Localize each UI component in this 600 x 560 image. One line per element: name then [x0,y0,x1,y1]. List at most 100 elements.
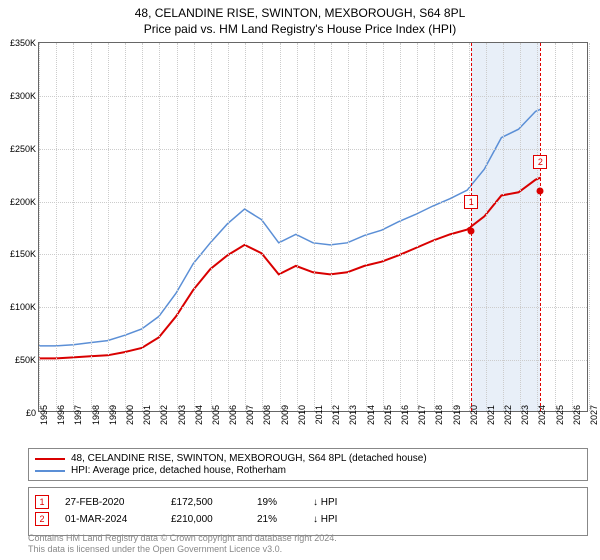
legend: 48, CELANDINE RISE, SWINTON, MEXBOROUGH,… [28,448,588,481]
x-tick-label: 1998 [91,405,101,425]
x-tick-label: 2012 [331,405,341,425]
grid-v [331,43,332,411]
x-tick-label: 2017 [417,405,427,425]
x-tick-label: 2007 [245,405,255,425]
grid-h [39,149,587,150]
points-date: 01-MAR-2024 [65,514,155,525]
grid-h [39,254,587,255]
x-tick-label: 2008 [262,405,272,425]
marker-box: 1 [464,195,478,209]
y-tick-label: £350K [10,38,39,48]
x-tick-label: 2011 [314,405,324,424]
y-tick-label: £200K [10,197,39,207]
x-tick-label: 2000 [125,405,135,425]
titles: 48, CELANDINE RISE, SWINTON, MEXBOROUGH,… [0,0,600,36]
x-tick-label: 2023 [520,405,530,425]
x-tick-label: 2025 [555,405,565,425]
footer-line1: Contains HM Land Registry data © Crown c… [28,533,337,545]
grid-v [73,43,74,411]
x-tick-label: 2014 [366,405,376,425]
marker-box: 2 [533,155,547,169]
grid-v [108,43,109,411]
grid-h [39,360,587,361]
grid-v [572,43,573,411]
grid-v [400,43,401,411]
points-direction: ↓ HPI [313,514,337,525]
points-pct: 21% [257,514,297,525]
points-price: £210,000 [171,514,241,525]
marker-dot [537,188,544,195]
grid-v [520,43,521,411]
x-tick-label: 1999 [108,405,118,425]
points-row: 2 01-MAR-2024 £210,000 21% ↓ HPI [35,512,581,526]
grid-v [555,43,556,411]
x-tick-label: 2026 [572,405,582,425]
marker-dot [468,227,475,234]
legend-row: HPI: Average price, detached house, Roth… [35,465,581,476]
x-tick-label: 2024 [537,405,547,425]
series-hpi [39,109,541,346]
grid-h [39,96,587,97]
x-tick-label: 2006 [228,405,238,425]
x-tick-label: 2027 [589,405,599,425]
footer-line2: This data is licensed under the Open Gov… [28,544,337,556]
grid-v [348,43,349,411]
legend-label: HPI: Average price, detached house, Roth… [71,465,286,476]
grid-h [39,202,587,203]
grid-v [383,43,384,411]
points-direction: ↓ HPI [313,497,337,508]
legend-and-table: 48, CELANDINE RISE, SWINTON, MEXBOROUGH,… [28,448,588,536]
grid-v [262,43,263,411]
grid-v [537,43,538,411]
x-tick-label: 2005 [211,405,221,425]
grid-v [366,43,367,411]
plot-area: £0£50K£100K£150K£200K£250K£300K£350K1995… [38,42,588,412]
y-tick-label: £300K [10,91,39,101]
grid-v [314,43,315,411]
x-tick-label: 2015 [383,405,393,425]
x-tick-label: 1997 [73,405,83,425]
x-tick-label: 2001 [142,405,152,425]
x-tick-label: 2021 [486,405,496,425]
grid-v [589,43,590,411]
grid-v [245,43,246,411]
y-tick-label: £50K [15,355,39,365]
legend-row: 48, CELANDINE RISE, SWINTON, MEXBOROUGH,… [35,453,581,464]
x-tick-label: 2004 [194,405,204,425]
y-tick-label: £0 [26,408,39,418]
legend-label: 48, CELANDINE RISE, SWINTON, MEXBOROUGH,… [71,453,427,464]
x-tick-label: 2018 [434,405,444,425]
grid-v [56,43,57,411]
x-tick-label: 2002 [159,405,169,425]
x-tick-label: 2009 [280,405,290,425]
grid-v [503,43,504,411]
points-date: 27-FEB-2020 [65,497,155,508]
y-tick-label: £250K [10,144,39,154]
points-badge: 2 [35,512,49,526]
grid-v [417,43,418,411]
grid-v [142,43,143,411]
grid-h [39,307,587,308]
grid-v [452,43,453,411]
x-tick-label: 2016 [400,405,410,425]
grid-v [177,43,178,411]
marker-vline [540,43,541,411]
x-tick-label: 2010 [297,405,307,425]
x-tick-label: 2022 [503,405,513,425]
grid-v [39,43,40,411]
grid-v [125,43,126,411]
grid-v [159,43,160,411]
grid-v [228,43,229,411]
x-tick-label: 2003 [177,405,187,425]
grid-v [91,43,92,411]
chart-subtitle: Price paid vs. HM Land Registry's House … [0,22,600,36]
grid-v [194,43,195,411]
chart-title: 48, CELANDINE RISE, SWINTON, MEXBOROUGH,… [0,6,600,20]
y-tick-label: £100K [10,302,39,312]
y-tick-label: £150K [10,249,39,259]
points-pct: 19% [257,497,297,508]
chart-container: 48, CELANDINE RISE, SWINTON, MEXBOROUGH,… [0,0,600,560]
points-badge: 1 [35,495,49,509]
x-tick-label: 1995 [39,405,49,425]
legend-swatch [35,470,65,472]
